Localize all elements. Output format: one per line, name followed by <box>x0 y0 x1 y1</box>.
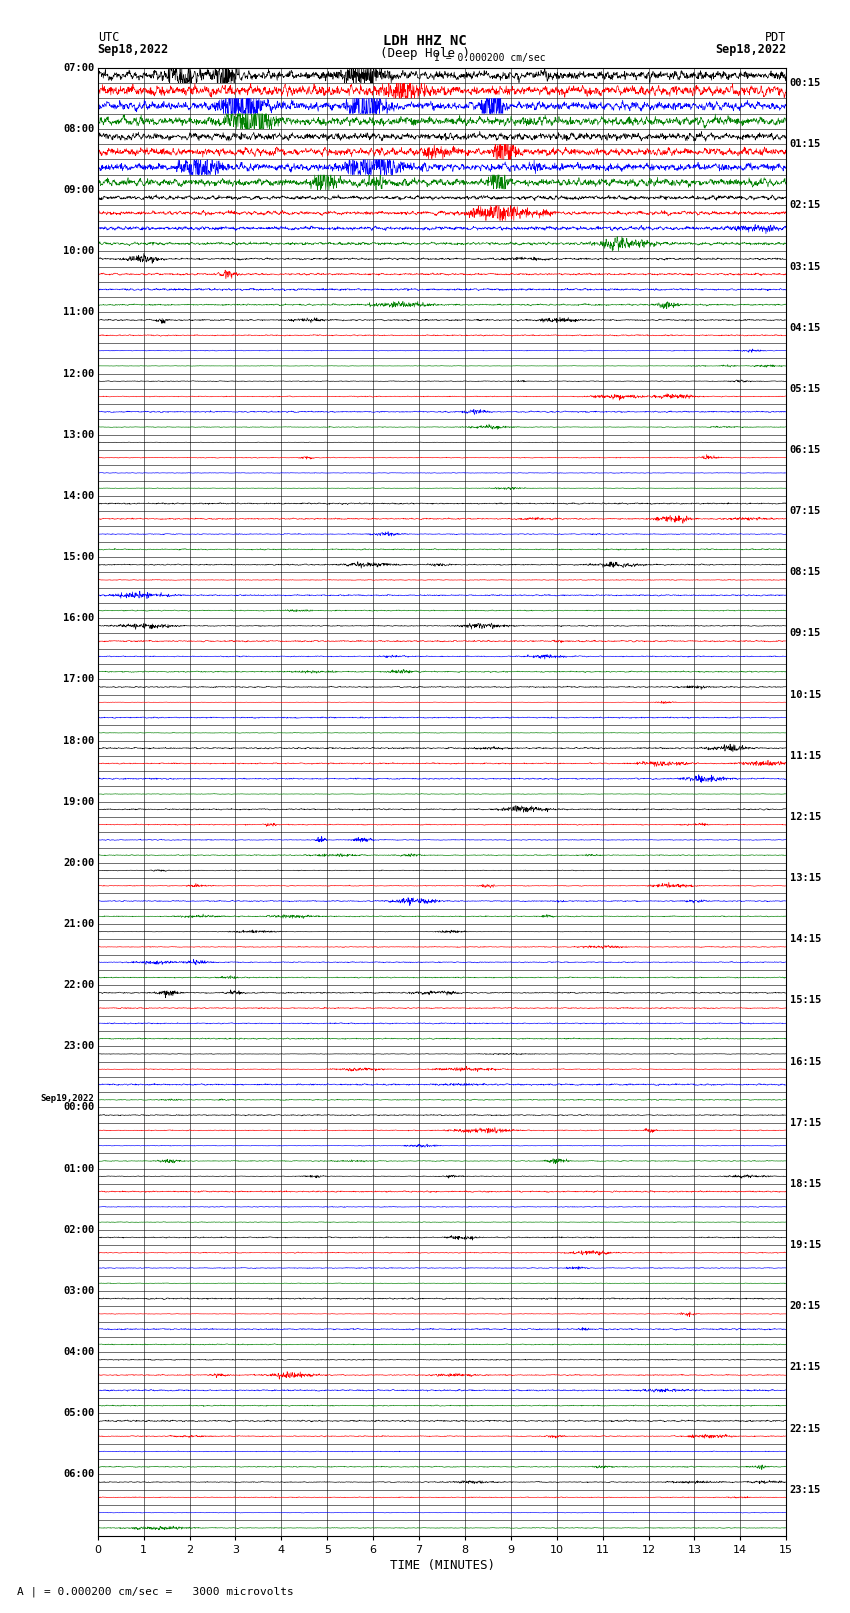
Text: 09:00: 09:00 <box>63 185 94 195</box>
Text: 19:00: 19:00 <box>63 797 94 806</box>
Text: 12:00: 12:00 <box>63 368 94 379</box>
Text: 12:15: 12:15 <box>790 811 821 823</box>
Text: 05:15: 05:15 <box>790 384 821 394</box>
Text: 08:15: 08:15 <box>790 568 821 577</box>
Text: 04:15: 04:15 <box>790 323 821 332</box>
Text: 04:00: 04:00 <box>63 1347 94 1357</box>
Text: 07:15: 07:15 <box>790 506 821 516</box>
Text: 20:00: 20:00 <box>63 858 94 868</box>
Text: 06:00: 06:00 <box>63 1469 94 1479</box>
Text: 08:00: 08:00 <box>63 124 94 134</box>
Text: 07:00: 07:00 <box>63 63 94 73</box>
Text: 21:00: 21:00 <box>63 919 94 929</box>
Text: Sep18,2022: Sep18,2022 <box>715 44 786 56</box>
Text: 11:00: 11:00 <box>63 308 94 318</box>
Text: 18:00: 18:00 <box>63 736 94 745</box>
Text: Sep18,2022: Sep18,2022 <box>98 44 169 56</box>
Text: 11:15: 11:15 <box>790 750 821 761</box>
Text: 20:15: 20:15 <box>790 1302 821 1311</box>
Text: 13:15: 13:15 <box>790 873 821 882</box>
Text: 06:15: 06:15 <box>790 445 821 455</box>
Text: 02:00: 02:00 <box>63 1224 94 1236</box>
Text: 05:00: 05:00 <box>63 1408 94 1418</box>
Text: 22:00: 22:00 <box>63 981 94 990</box>
Text: 00:00: 00:00 <box>63 1102 94 1113</box>
Text: 03:00: 03:00 <box>63 1286 94 1295</box>
Text: 18:15: 18:15 <box>790 1179 821 1189</box>
Text: LDH HHZ NC: LDH HHZ NC <box>383 34 467 48</box>
Text: 23:15: 23:15 <box>790 1484 821 1495</box>
Text: 21:15: 21:15 <box>790 1363 821 1373</box>
Text: 10:15: 10:15 <box>790 690 821 700</box>
Text: 19:15: 19:15 <box>790 1240 821 1250</box>
Text: 00:15: 00:15 <box>790 77 821 89</box>
X-axis label: TIME (MINUTES): TIME (MINUTES) <box>389 1558 495 1571</box>
Text: 10:00: 10:00 <box>63 247 94 256</box>
Text: UTC: UTC <box>98 31 119 44</box>
Text: 17:00: 17:00 <box>63 674 94 684</box>
Text: 01:15: 01:15 <box>790 139 821 148</box>
Text: 09:15: 09:15 <box>790 629 821 639</box>
Text: 16:15: 16:15 <box>790 1057 821 1066</box>
Text: 13:00: 13:00 <box>63 429 94 440</box>
Text: A | = 0.000200 cm/sec =   3000 microvolts: A | = 0.000200 cm/sec = 3000 microvolts <box>17 1586 294 1597</box>
Text: 02:15: 02:15 <box>790 200 821 210</box>
Text: 16:00: 16:00 <box>63 613 94 623</box>
Text: 17:15: 17:15 <box>790 1118 821 1127</box>
Text: 22:15: 22:15 <box>790 1424 821 1434</box>
Text: PDT: PDT <box>765 31 786 44</box>
Text: 15:00: 15:00 <box>63 552 94 561</box>
Text: I = 0.000200 cm/sec: I = 0.000200 cm/sec <box>434 53 545 63</box>
Text: 03:15: 03:15 <box>790 261 821 271</box>
Text: (Deep Hole ): (Deep Hole ) <box>380 47 470 60</box>
Text: 14:00: 14:00 <box>63 490 94 502</box>
Text: 01:00: 01:00 <box>63 1163 94 1174</box>
Text: 14:15: 14:15 <box>790 934 821 944</box>
Text: 15:15: 15:15 <box>790 995 821 1005</box>
Text: 23:00: 23:00 <box>63 1042 94 1052</box>
Text: Sep19,2022: Sep19,2022 <box>41 1094 94 1103</box>
